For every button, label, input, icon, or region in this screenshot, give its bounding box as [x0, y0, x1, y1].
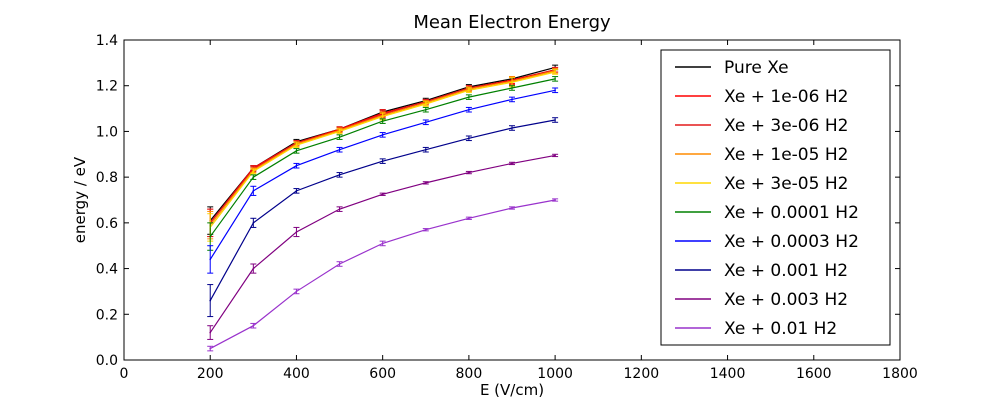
data-point: [511, 98, 513, 101]
data-point: [424, 228, 427, 231]
data-point: [468, 171, 470, 174]
data-point: [338, 148, 341, 151]
y-tick-label: 0.0: [96, 353, 118, 369]
data-point: [468, 108, 470, 111]
x-tick-label: 800: [456, 366, 483, 382]
x-tick-label: 400: [283, 366, 310, 382]
data-point: [338, 130, 341, 133]
data-point: [252, 176, 255, 178]
y-axis-label: energy / eV: [71, 156, 89, 243]
data-point: [295, 290, 298, 293]
x-tick-label: 600: [369, 366, 396, 382]
legend-label: Pure Xe: [724, 58, 789, 78]
data-point: [554, 89, 556, 92]
legend-box: [660, 49, 891, 346]
plot-area: [207, 64, 559, 352]
x-tick-label: 1600: [796, 366, 832, 382]
x-tick-label: 1200: [624, 366, 660, 382]
y-tick-label: 0.2: [96, 307, 118, 323]
chart-title: Mean Electron Energy: [413, 12, 611, 33]
data-point: [252, 267, 255, 270]
x-tick-label: 1000: [537, 366, 573, 382]
data-point: [252, 222, 255, 224]
data-point: [554, 71, 556, 73]
data-point: [252, 190, 255, 192]
data-point: [295, 150, 298, 152]
data-point: [424, 108, 427, 111]
data-point: [468, 89, 470, 92]
data-point: [209, 235, 212, 238]
data-point: [295, 190, 298, 192]
y-tick-label: 0.6: [96, 216, 118, 232]
y-tick-label: 0.8: [96, 170, 118, 186]
data-point: [209, 331, 212, 334]
legend-label: Xe + 0.0001 H2: [724, 203, 859, 223]
data-point: [511, 162, 513, 165]
x-tick-label: 0: [120, 366, 129, 382]
data-point: [511, 207, 513, 209]
data-point: [468, 217, 470, 220]
data-point: [511, 87, 513, 89]
data-point: [381, 160, 384, 162]
data-point: [338, 174, 341, 176]
data-point: [511, 81, 513, 84]
data-point: [424, 182, 427, 184]
data-point: [295, 164, 298, 167]
data-point: [295, 231, 298, 233]
data-point: [381, 134, 384, 136]
legend-label: Xe + 0.003 H2: [724, 290, 848, 310]
legend-label: Xe + 1e-06 H2: [724, 87, 848, 107]
data-point: [338, 136, 341, 138]
x-axis-label: E (V/cm): [480, 381, 544, 399]
data-point: [424, 148, 427, 151]
data-point: [468, 96, 470, 98]
data-point: [338, 263, 341, 265]
data-point: [209, 258, 212, 261]
data-point: [209, 347, 212, 350]
data-point: [252, 170, 255, 173]
axis-ticks: 0 200 400 600 800 1000 1200 1400 1600 1800 0.0 0.2 0…: [96, 33, 918, 382]
legend-label: Xe + 0.0003 H2: [724, 232, 859, 252]
legend-label: Xe + 3e-06 H2: [724, 116, 848, 136]
data-point: [424, 103, 427, 105]
data-point: [554, 119, 556, 121]
data-point: [381, 242, 384, 245]
data-point: [554, 199, 556, 201]
data-point: [511, 127, 513, 129]
legend-label: Xe + 0.001 H2: [724, 261, 848, 281]
data-point: [381, 115, 384, 118]
axes-frame: [123, 39, 901, 361]
x-tick-label: 1400: [710, 366, 746, 382]
y-tick-label: 1.0: [96, 124, 118, 140]
legend-label: Xe + 3e-05 H2: [724, 174, 848, 194]
y-tick-label: 0.4: [96, 262, 118, 278]
data-point: [338, 208, 341, 210]
legend: Pure Xe Xe + 1e-06 H2 Xe + 3e-06 H2 Xe + 1e…: [660, 49, 891, 346]
data-point: [209, 299, 212, 302]
y-tick-label: 1.2: [96, 79, 118, 95]
data-point: [381, 193, 384, 196]
data-point: [554, 154, 556, 157]
data-point: [252, 324, 255, 327]
data-point: [295, 144, 298, 146]
data-point: [381, 120, 384, 122]
data-point: [468, 137, 470, 140]
data-point: [554, 78, 556, 80]
y-tick-label: 1.4: [96, 33, 118, 49]
legend-label: Xe + 0.01 H2: [724, 319, 837, 339]
x-tick-label: 200: [197, 366, 224, 382]
data-point: [424, 121, 427, 124]
legend-label: Xe + 1e-05 H2: [724, 145, 848, 165]
x-tick-label: 1800: [882, 366, 918, 382]
